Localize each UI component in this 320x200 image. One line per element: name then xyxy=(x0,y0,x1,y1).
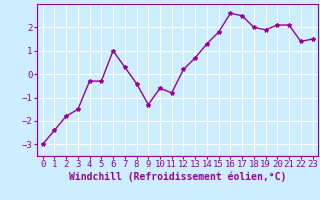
X-axis label: Windchill (Refroidissement éolien,°C): Windchill (Refroidissement éolien,°C) xyxy=(69,172,286,182)
